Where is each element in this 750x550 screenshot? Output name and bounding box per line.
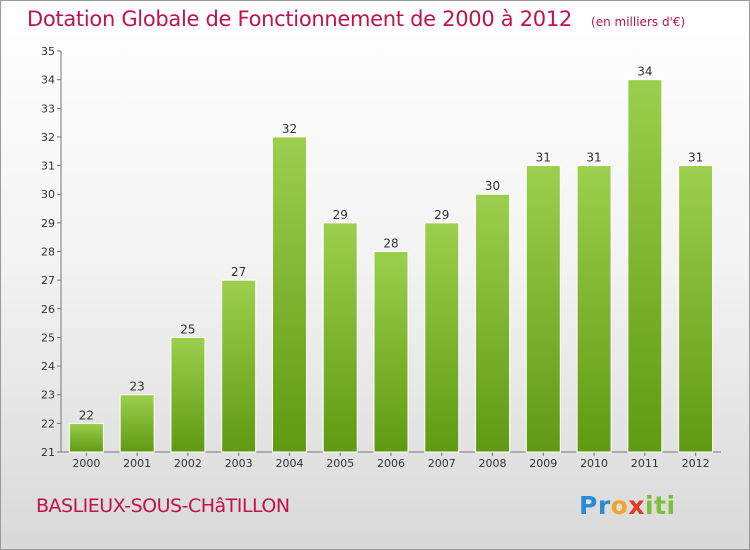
chart-subtitle: (en milliers d'€)	[591, 15, 686, 29]
data-label: 27	[231, 265, 246, 279]
data-label: 30	[485, 179, 500, 193]
logo-letter: r	[597, 491, 611, 520]
y-tick-label: 29	[41, 217, 55, 230]
y-tick-label: 25	[41, 331, 55, 344]
bar	[373, 251, 409, 453]
data-label: 22	[79, 408, 94, 422]
data-label: 31	[688, 151, 703, 165]
y-tick-label: 31	[41, 160, 55, 173]
chart-title: Dotation Globale de Fonctionnement de 20…	[27, 7, 572, 31]
bar	[68, 422, 104, 453]
x-tick-label: 2007	[428, 457, 456, 470]
bar	[627, 79, 663, 453]
logo-letter: i	[666, 491, 676, 520]
y-tick-label: 34	[41, 74, 55, 87]
x-tick-label: 2000	[72, 457, 100, 470]
x-tick-label: 2008	[479, 457, 507, 470]
y-tick-label: 28	[41, 246, 55, 259]
x-tick-label: 2006	[377, 457, 405, 470]
y-tick-label: 22	[41, 417, 55, 430]
commune-name: BASLIEUX-SOUS-CHâTILLON	[36, 495, 290, 517]
logo-letter: i	[645, 491, 655, 520]
bar	[678, 165, 714, 453]
x-tick-label: 2003	[225, 457, 253, 470]
data-label: 32	[282, 122, 297, 136]
bar	[424, 222, 460, 453]
labels: 22 2000 23 2001 25 2002 27 2003 32 2004 29 2005 28 20…	[72, 65, 709, 470]
data-label: 31	[536, 151, 551, 165]
x-tick-label: 2012	[682, 457, 710, 470]
data-label: 28	[383, 237, 398, 251]
bar	[525, 165, 561, 453]
y-tick-label: 26	[41, 303, 55, 316]
title-block: Dotation Globale de Fonctionnement de 20…	[27, 7, 685, 31]
bar	[170, 336, 206, 453]
data-label: 31	[586, 151, 601, 165]
bars	[68, 79, 714, 453]
data-label: 29	[333, 208, 348, 222]
y-tick-label: 24	[41, 360, 55, 373]
x-tick-label: 2001	[123, 457, 151, 470]
bar	[576, 165, 612, 453]
bar	[271, 136, 307, 453]
x-tick-label: 2005	[326, 457, 354, 470]
data-label: 23	[130, 380, 145, 394]
x-tick-label: 2004	[275, 457, 303, 470]
y-tick-label: 35	[41, 45, 55, 58]
logo-letter: P	[579, 491, 598, 520]
logo-letter: t	[654, 491, 667, 520]
bar	[221, 279, 257, 453]
x-tick-label: 2011	[631, 457, 659, 470]
data-label: 25	[180, 322, 195, 336]
y-tick-label: 27	[41, 274, 55, 287]
y-tick-label: 33	[41, 102, 55, 115]
x-tick-label: 2002	[174, 457, 202, 470]
y-tick-label: 30	[41, 188, 55, 201]
logo-letter: x	[628, 491, 645, 520]
bar	[322, 222, 358, 453]
bar	[475, 193, 511, 453]
y-tick-label: 32	[41, 131, 55, 144]
data-label: 34	[637, 65, 652, 79]
bar	[119, 394, 155, 453]
data-label: 29	[434, 208, 449, 222]
proxiti-logo: Proxiti	[579, 491, 676, 520]
y-tick-label: 23	[41, 389, 55, 402]
y-tick-label: 21	[41, 446, 55, 459]
x-tick-label: 2009	[529, 457, 557, 470]
logo-letter: o	[610, 491, 629, 520]
x-tick-label: 2010	[580, 457, 608, 470]
